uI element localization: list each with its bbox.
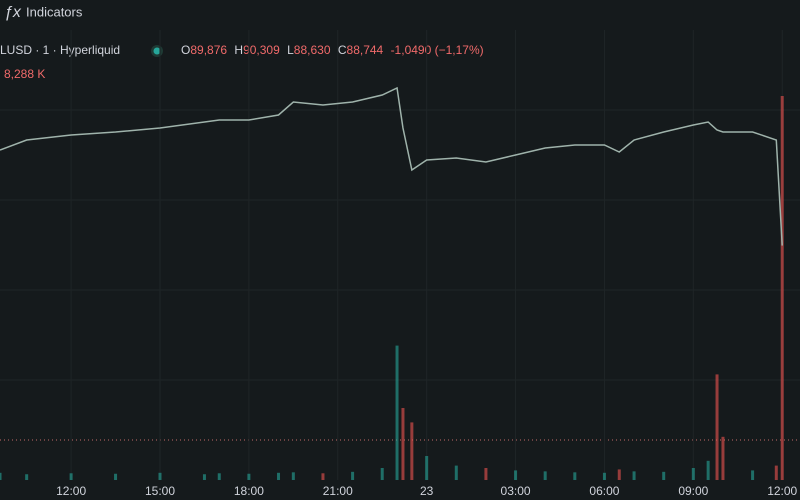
volume-bar — [715, 374, 719, 480]
volume-bar — [351, 471, 355, 480]
open-label: O — [181, 43, 190, 57]
x-tick-label: 12:00 — [56, 484, 86, 498]
volume-bar — [706, 460, 710, 480]
low: 88,630 — [294, 43, 331, 57]
volume-bar — [454, 465, 458, 480]
price-line — [0, 86, 783, 246]
volume-bar — [691, 468, 695, 480]
x-tick-label: 09:00 — [678, 484, 708, 498]
x-tick-label: 06:00 — [589, 484, 619, 498]
volume-bar — [543, 471, 547, 480]
volume-bar — [0, 472, 2, 480]
x-tick-label: 12:00 — [767, 484, 797, 498]
legend-row: O89,876 H90,309 L88,630 C88,744 -1,0490 … — [181, 43, 484, 57]
volume-bar — [410, 422, 414, 480]
x-tick-label: 23 — [420, 484, 434, 498]
volume-bar — [395, 345, 399, 480]
volume-bar — [217, 473, 221, 480]
fx-icon[interactable]: ƒx — [4, 4, 22, 21]
indicators-button[interactable]: Indicators — [26, 4, 83, 19]
volume-bar — [774, 465, 778, 480]
volume-bar — [780, 96, 784, 480]
volume-bar — [751, 470, 755, 480]
high: 90,309 — [243, 43, 280, 57]
volume-bar — [721, 436, 725, 480]
x-tick-label: 15:00 — [145, 484, 175, 498]
volume-bar — [114, 473, 118, 480]
x-tick-label: 21:00 — [323, 484, 353, 498]
volume-bar — [202, 474, 206, 480]
close: 88,744 — [347, 43, 384, 57]
volume-bar — [573, 472, 577, 480]
volume-bar — [632, 471, 636, 480]
volume-bar — [484, 468, 488, 480]
volume-bar — [514, 470, 518, 480]
volume-bar — [69, 473, 73, 480]
volume-bar — [401, 408, 405, 480]
volume-bar — [617, 469, 621, 480]
volume-bar — [380, 468, 384, 480]
volume-bar — [321, 473, 325, 480]
volume-bar — [247, 473, 251, 480]
x-tick-label: 18:00 — [234, 484, 264, 498]
volume-bar — [425, 456, 429, 480]
high-label: H — [234, 43, 243, 57]
volume-bar — [158, 472, 162, 480]
x-tick-label: 03:00 — [501, 484, 531, 498]
volume-bar — [291, 472, 295, 480]
volume-bar — [277, 472, 281, 480]
status-dot — [153, 47, 161, 55]
volume-label: 8,288 K — [4, 67, 45, 81]
open: 89,876 — [190, 43, 227, 57]
volume-bar — [662, 471, 666, 480]
change: -1,0490 (−1,17%) — [391, 43, 484, 57]
low-label: L — [287, 43, 294, 57]
volume-bar — [25, 474, 29, 480]
close-label: C — [338, 43, 347, 57]
volume-bar — [602, 472, 606, 480]
symbol: LUSD · 1 · Hyperliquid — [0, 43, 120, 57]
